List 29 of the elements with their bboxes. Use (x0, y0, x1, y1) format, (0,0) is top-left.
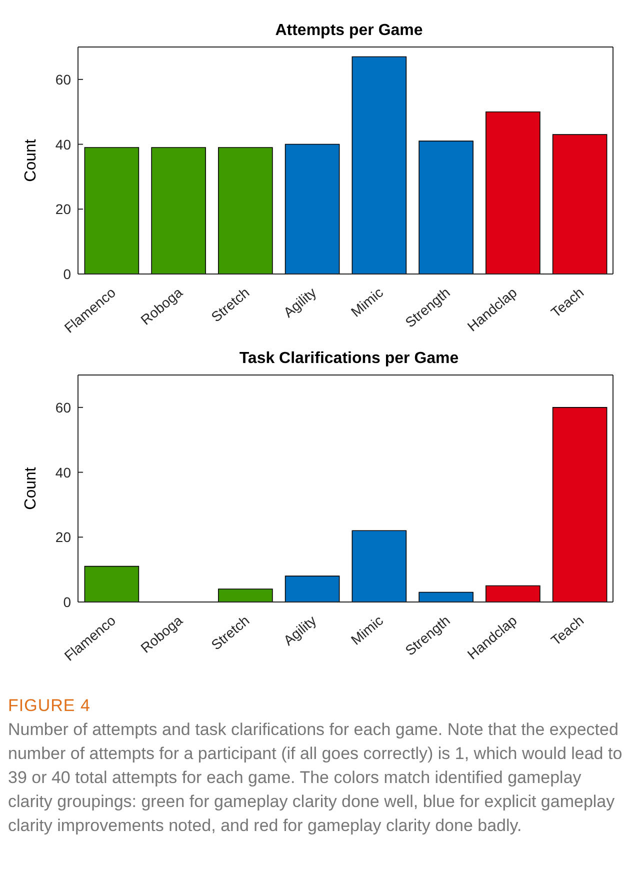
y-tick-label: 0 (63, 266, 72, 282)
bar (486, 111, 540, 274)
bar (352, 530, 407, 602)
y-tick-label: 40 (55, 464, 72, 480)
bar (284, 144, 340, 274)
bar (418, 140, 474, 274)
y-tick-label: 60 (55, 399, 72, 416)
y-tick-label: 20 (55, 529, 72, 546)
chart-title: Attempts per Game (274, 22, 424, 41)
bar (418, 592, 474, 602)
y-tick-label: 20 (55, 201, 72, 218)
y-tick-label: 40 (55, 136, 72, 152)
text: Number of attempts and task clarifications for each game. Note that the expected number of attempts for a participant (if all goes correctly) is 1, which would lead to 39 or 40 total attempts for each game. The colors match identified gameplay clarity groupings: green for gameplay clarity done well, blue for explicit gameplay clarity improvements noted, and red for gameplay clarity done badly. (8, 719, 624, 837)
bar (218, 147, 273, 274)
bar (84, 147, 140, 274)
bar (284, 576, 340, 602)
y-axis-title: Count (22, 138, 40, 182)
bar (552, 407, 608, 602)
bar (84, 566, 140, 602)
y-tick-label: 0 (63, 594, 72, 610)
chart-title: Task Clarifications per Game (238, 350, 460, 369)
y-tick-label: 60 (55, 71, 72, 88)
bar (486, 585, 540, 602)
bar (218, 588, 273, 602)
bar (352, 56, 407, 274)
caption: FIGURE 4 (8, 696, 92, 716)
y-axis-title: Count (22, 466, 40, 510)
bar (552, 134, 608, 274)
bar (151, 147, 206, 274)
